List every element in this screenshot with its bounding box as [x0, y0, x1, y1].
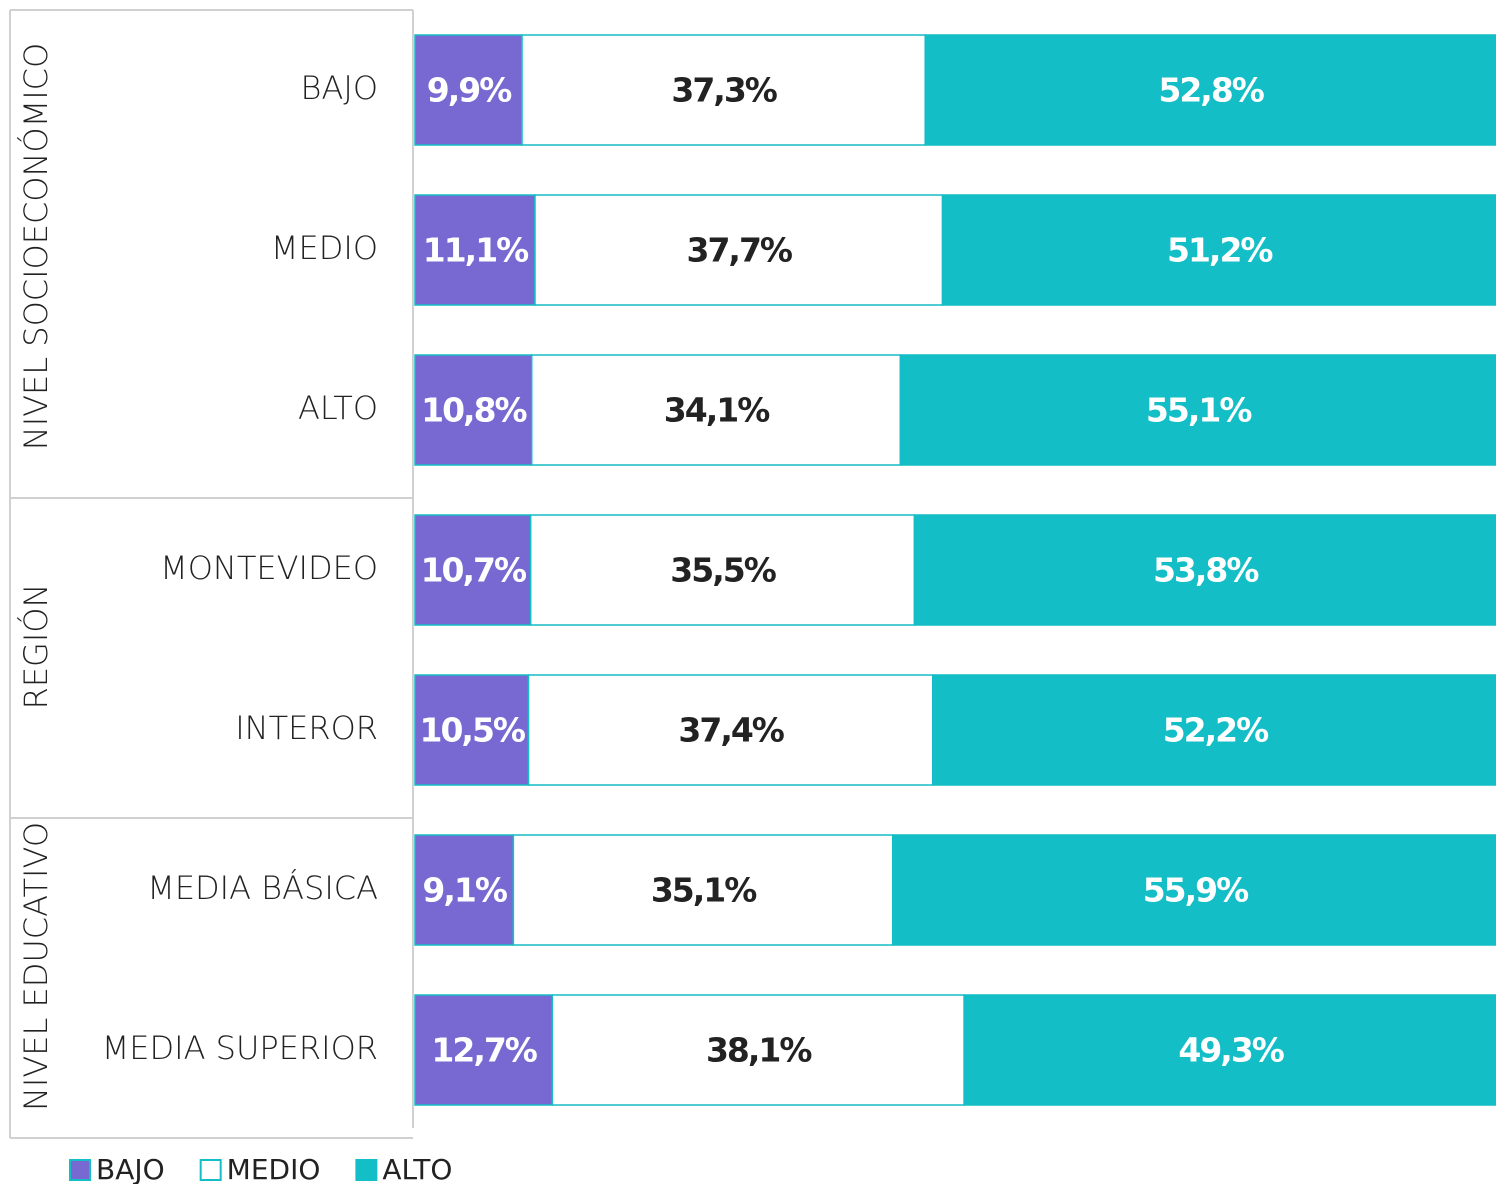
bar-segment	[924, 34, 1496, 146]
value-label: 35,1%	[651, 871, 757, 910]
value-label: 55,9%	[1143, 871, 1249, 910]
bar-segment	[913, 514, 1496, 626]
category-label: MEDIO	[271, 229, 378, 267]
category-label: MEDIA BÁSICA	[147, 869, 378, 907]
bar-segment	[534, 194, 944, 306]
value-label: 51,2%	[1167, 231, 1273, 270]
value-label: 37,7%	[687, 231, 793, 270]
bar-segment	[551, 994, 965, 1106]
category-label: MONTEVIDEO	[160, 549, 378, 587]
legend-label: BAJO	[96, 1153, 165, 1184]
group-label: NIVEL EDUCATIVO	[17, 822, 55, 1111]
value-label: 37,4%	[678, 711, 784, 750]
bar-segment	[527, 674, 934, 786]
bar-segment	[414, 34, 523, 146]
legend-swatch	[69, 1159, 91, 1181]
legend-label: MEDIO	[227, 1153, 321, 1184]
legend-swatch	[355, 1159, 378, 1181]
bar-segment	[529, 514, 916, 626]
bar-segment	[892, 834, 1496, 946]
value-label: 11,1%	[423, 231, 529, 270]
legend-swatch	[199, 1159, 222, 1181]
bar-segment	[414, 834, 515, 946]
legend-label: ALTO	[382, 1153, 452, 1184]
value-label: 53,8%	[1153, 551, 1259, 590]
bar-segment	[963, 994, 1496, 1106]
bar-segment	[414, 674, 530, 786]
bar-segment	[941, 194, 1496, 306]
value-label: 55,1%	[1146, 391, 1252, 430]
value-label: 9,1%	[422, 871, 507, 910]
bar-segment	[530, 354, 902, 466]
group-label: REGIÓN	[16, 584, 55, 710]
value-label: 52,8%	[1158, 71, 1264, 110]
value-label: 37,3%	[671, 71, 777, 110]
value-label: 10,8%	[421, 391, 527, 430]
category-label: ALTO	[298, 389, 378, 427]
category-label: MEDIA SUPERIOR	[102, 1029, 378, 1067]
value-label: 34,1%	[664, 391, 770, 430]
value-label: 10,7%	[421, 551, 527, 590]
value-label: 38,1%	[706, 1031, 812, 1070]
value-label: 10,5%	[420, 711, 526, 750]
bar-segment	[521, 34, 926, 146]
bar-segment	[512, 834, 894, 946]
value-label: 49,3%	[1178, 1031, 1284, 1070]
value-label: 35,5%	[670, 551, 776, 590]
value-label: 52,2%	[1163, 711, 1269, 750]
category-label: BAJO	[301, 69, 378, 107]
bar-segment	[414, 994, 554, 1106]
value-label: 12,7%	[431, 1031, 537, 1070]
bar-segment	[414, 354, 533, 466]
bar-segment	[899, 354, 1496, 466]
group-label: NIVEL SOCIOECONÓMICO	[16, 43, 55, 450]
value-label: 9,9%	[427, 71, 512, 110]
bar-segment	[414, 514, 532, 626]
category-label: INTEROR	[235, 709, 378, 747]
bar-segment	[932, 674, 1496, 786]
